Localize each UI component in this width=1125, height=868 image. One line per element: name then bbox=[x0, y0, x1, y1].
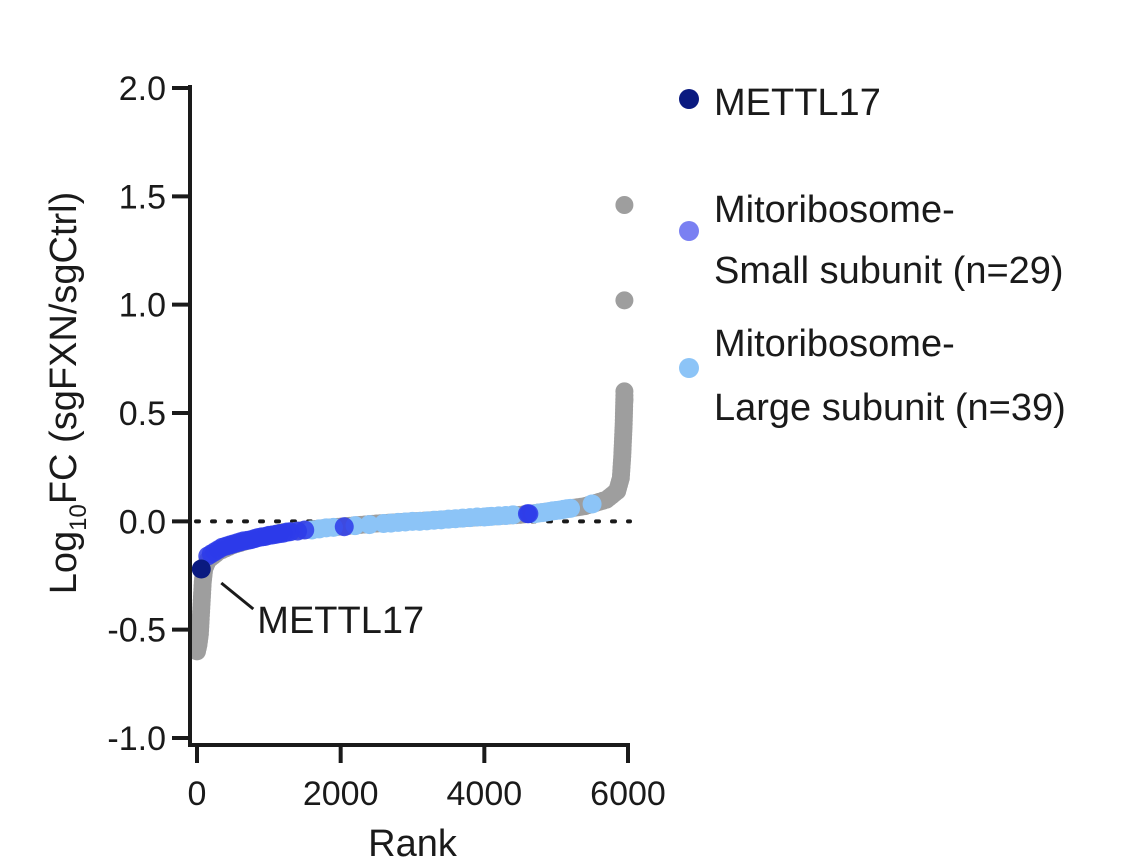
y-tick-label: 2.0 bbox=[119, 70, 166, 108]
small-subunit-point bbox=[519, 504, 539, 524]
gene-point-outlier bbox=[615, 196, 634, 214]
y-tick-label: -1.0 bbox=[107, 720, 166, 758]
gene-point-outlier bbox=[615, 291, 634, 310]
legend-label: Small subunit (n=29) bbox=[714, 250, 1064, 292]
legend-label: Mitoribosome- bbox=[714, 323, 955, 365]
legend-marker bbox=[679, 89, 699, 109]
y-axis-title-main: Log bbox=[43, 531, 85, 594]
large-subunit-point bbox=[359, 515, 379, 535]
small-subunit-point bbox=[295, 520, 315, 540]
large-subunit-point bbox=[582, 494, 602, 514]
y-tick-label: 0.0 bbox=[119, 503, 166, 541]
x-axis-title: Rank bbox=[368, 823, 458, 863]
annotation-group: METTL17 bbox=[220, 581, 424, 642]
annotation-label: METTL17 bbox=[257, 600, 424, 642]
legend-marker bbox=[679, 358, 699, 378]
legend-label: Large subunit (n=39) bbox=[714, 387, 1066, 429]
large-subunit-point bbox=[561, 498, 581, 518]
legend-label: Mitoribosome- bbox=[714, 189, 955, 231]
legend-label: METTL17 bbox=[714, 82, 881, 124]
x-tick-label: 4000 bbox=[447, 775, 523, 813]
y-axis-title: Log10FC (sgFXN/sgCtrl) bbox=[43, 192, 92, 595]
y-tick-label: 0.5 bbox=[119, 395, 166, 433]
x-tick-label: 0 bbox=[188, 775, 207, 813]
legend: METTL17 Mitoribosome- Small subunit (n=29)… bbox=[679, 82, 1066, 429]
legend-marker bbox=[679, 221, 699, 241]
y-tick-label: 1.5 bbox=[119, 178, 166, 216]
y-tick-label: -0.5 bbox=[107, 612, 166, 650]
y-axis-title-subscript: 10 bbox=[65, 504, 92, 531]
y-axis-title-rest: FC (sgFXN/sgCtrl) bbox=[43, 192, 85, 504]
axes-group: 2.0 1.5 1.0 0.5 0.0 -0.5 -1.0 0 2000 4000 6000 Rank… bbox=[43, 70, 666, 865]
background-points-group bbox=[188, 196, 634, 661]
small-subunit-point bbox=[334, 517, 354, 537]
series-points-group bbox=[191, 494, 602, 579]
mettl17-point bbox=[191, 559, 211, 579]
x-tick-label: 2000 bbox=[303, 775, 379, 813]
gene-point-outlier bbox=[615, 391, 634, 409]
annotation-leader-line bbox=[220, 581, 255, 611]
large-subunit-point bbox=[503, 505, 523, 525]
x-tick-label: 6000 bbox=[590, 775, 666, 813]
y-tick-label: 1.0 bbox=[119, 287, 166, 325]
